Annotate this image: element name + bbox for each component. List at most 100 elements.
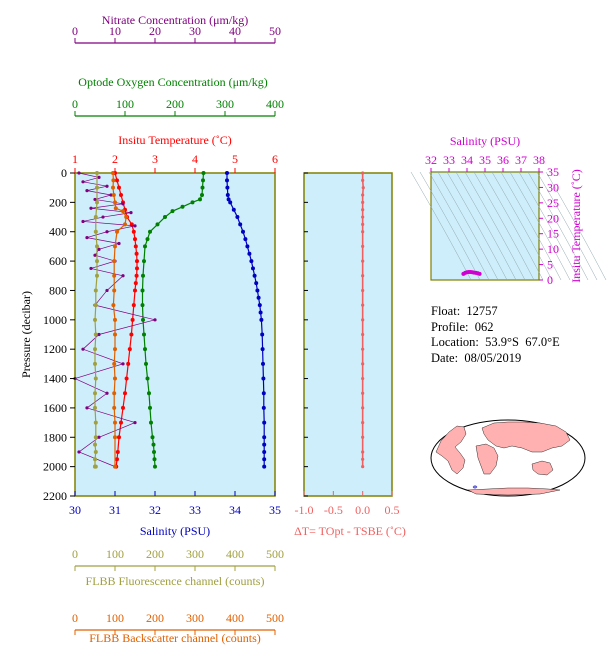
ts-temperature-axis-title: Insitu Temperature (˚C) <box>569 169 583 283</box>
backscatter-data-point <box>115 229 119 234</box>
nitrate-data-point <box>85 189 89 193</box>
oxygen-data-point <box>200 185 205 190</box>
fluorescence-data-point <box>93 457 97 462</box>
ts-series <box>461 269 482 276</box>
temperature-data-point <box>130 317 135 322</box>
nitrate-data-point <box>121 274 125 278</box>
ts-data-point <box>477 271 482 276</box>
fluorescence-data-point <box>93 449 98 454</box>
backscatter-data-point <box>113 200 117 205</box>
density-contour-line <box>455 171 517 281</box>
delta-t-data-point <box>361 230 365 234</box>
fluorescence-data-point <box>93 464 97 469</box>
delta-t-panel-background <box>303 172 393 497</box>
salinity-profile-line <box>226 173 265 467</box>
density-contour-line <box>473 171 535 281</box>
oxygen-data-point <box>142 259 146 264</box>
oxygen-tick-label: 0 <box>72 97 78 111</box>
backscatter-data-point <box>113 332 117 337</box>
nitrate-data-point <box>97 435 101 439</box>
oxygen-data-point <box>143 347 147 352</box>
pressure-tick-label: 1600 <box>43 401 67 415</box>
nitrate-tick-label: 50 <box>269 24 281 38</box>
temperature-data-point <box>135 259 139 264</box>
temperature-data-point <box>119 193 123 198</box>
salinity-data-point <box>259 317 264 322</box>
fluorescence-data-point <box>93 435 98 440</box>
oxygen-data-point <box>140 288 145 293</box>
temperature-data-point <box>134 251 139 256</box>
temperature-data-point <box>133 288 137 293</box>
salinity-data-point <box>254 281 259 286</box>
density-contour-line <box>518 171 580 281</box>
density-contours <box>410 171 607 281</box>
backscatter-axis-title: FLBB Backscatter channel (counts) <box>89 631 261 645</box>
fluorescence-data-point <box>95 185 99 190</box>
temperature-tick-label: 5 <box>232 152 238 166</box>
oxygen-profile <box>140 171 206 469</box>
oxygen-data-point <box>150 435 155 440</box>
delta-t-data-point <box>361 171 365 175</box>
ts-salinity-tick-label: 38 <box>533 153 545 167</box>
delta-t-data-point <box>361 208 365 212</box>
ts-temperature-tick-label: 15 <box>547 227 559 241</box>
pressure-tick-label: 1800 <box>43 430 67 444</box>
nitrate-data-point <box>105 391 109 395</box>
salinity-data-point <box>241 229 245 234</box>
fluorescence-profile <box>93 171 99 469</box>
delta-t-data-point <box>361 274 365 278</box>
oxygen-data-point <box>145 237 150 242</box>
backscatter-axis: 0 100 200 300 400 500 FLBB Backscatter channel… <box>72 611 284 645</box>
backscatter-data-point <box>113 206 118 211</box>
fluorescence-data-point <box>93 420 98 425</box>
delta-t-data-point <box>361 457 365 461</box>
delta-t-tick-label: -0.5 <box>324 503 343 517</box>
salinity-tick-label: 33 <box>189 503 201 517</box>
salinity-data-point <box>262 420 267 425</box>
backscatter-data-point <box>113 317 117 322</box>
nitrate-data-point <box>89 266 93 271</box>
fluorescence-data-point <box>93 442 97 447</box>
ts-panel-background <box>430 171 540 281</box>
backscatter-tick-label: 200 <box>146 611 164 625</box>
fluorescence-data-point <box>95 200 99 205</box>
oxygen-data-point <box>140 303 145 308</box>
backscatter-data-point <box>124 215 129 220</box>
temperature-data-point <box>131 303 136 308</box>
temperature-profile <box>113 171 139 469</box>
fluorescence-tick-label: 200 <box>146 547 164 561</box>
nitrate-data-point <box>77 450 81 454</box>
density-contour-line <box>536 171 598 281</box>
salinity-data-point <box>256 295 261 300</box>
nitrate-tick-label: 30 <box>189 24 201 38</box>
float-info-block: Float: 12757 Profile: 062 Location: 53.9… <box>431 304 560 366</box>
temperature-data-point <box>134 273 139 278</box>
delta-t-tick-label: 0.0 <box>355 503 370 517</box>
ts-salinity-tick-label: 32 <box>425 153 437 167</box>
temperature-tick-label: 4 <box>192 152 198 166</box>
map-landmass-eurasia <box>481 421 571 453</box>
temperature-data-point <box>133 281 138 286</box>
backscatter-tick-label: 0 <box>72 611 78 625</box>
oxygen-data-point <box>151 442 156 447</box>
backscatter-data-point <box>112 361 117 366</box>
oxygen-data-point <box>163 215 167 220</box>
pressure-tick-label: 200 <box>49 195 67 209</box>
density-contour-line <box>437 171 499 281</box>
float-id-label: Float: 12757 <box>431 304 498 318</box>
backscatter-data-point <box>111 178 116 183</box>
oxygen-tick-label: 200 <box>166 97 184 111</box>
oxygen-axis-title: Optode Oxygen Concentration (μm/kg) <box>78 75 267 89</box>
oxygen-data-point <box>149 420 153 425</box>
backscatter-data-point <box>111 171 115 175</box>
fluorescence-data-point <box>93 391 97 396</box>
temperature-tick-label: 2 <box>112 152 118 166</box>
nitrate-data-point <box>93 253 97 257</box>
pressure-tick-label: 1000 <box>43 313 67 327</box>
salinity-data-point <box>238 222 243 227</box>
density-contour-line <box>410 171 472 281</box>
backscatter-profile <box>111 171 129 469</box>
delta-t-data-point <box>361 332 365 337</box>
salinity-data-point <box>262 435 267 440</box>
